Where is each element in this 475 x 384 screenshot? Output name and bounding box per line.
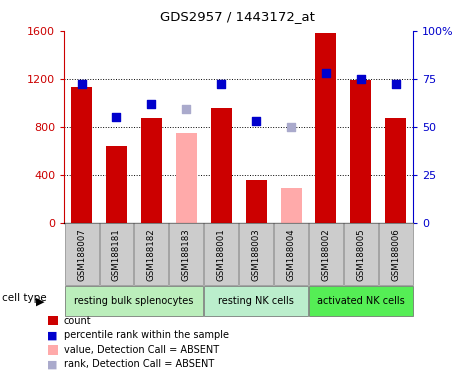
Text: GSM188002: GSM188002 bbox=[322, 228, 331, 281]
Text: cell type: cell type bbox=[2, 293, 47, 303]
Text: value, Detection Call = ABSENT: value, Detection Call = ABSENT bbox=[64, 345, 219, 355]
Point bbox=[392, 81, 399, 88]
Text: GSM188006: GSM188006 bbox=[391, 228, 400, 281]
Text: resting NK cells: resting NK cells bbox=[218, 296, 294, 306]
Bar bbox=[71, 87, 92, 223]
Point bbox=[252, 118, 260, 124]
Point bbox=[322, 70, 330, 76]
Text: GSM188183: GSM188183 bbox=[182, 228, 191, 281]
Bar bbox=[281, 188, 302, 223]
Text: count: count bbox=[64, 316, 91, 326]
Bar bbox=[315, 33, 336, 223]
Bar bbox=[211, 108, 232, 223]
Text: ▶: ▶ bbox=[36, 296, 45, 306]
Text: GSM188181: GSM188181 bbox=[112, 228, 121, 281]
Bar bbox=[106, 146, 127, 223]
Bar bbox=[351, 80, 371, 223]
Text: ■: ■ bbox=[48, 330, 58, 340]
Text: GSM188001: GSM188001 bbox=[217, 228, 226, 281]
Point bbox=[218, 81, 225, 88]
Bar bbox=[176, 133, 197, 223]
Text: GSM188007: GSM188007 bbox=[77, 228, 86, 281]
Text: percentile rank within the sample: percentile rank within the sample bbox=[64, 330, 228, 340]
Point bbox=[357, 76, 365, 82]
Text: activated NK cells: activated NK cells bbox=[317, 296, 405, 306]
Text: GSM188004: GSM188004 bbox=[286, 228, 295, 281]
Point bbox=[113, 114, 120, 120]
Bar bbox=[385, 118, 406, 223]
Text: resting bulk splenocytes: resting bulk splenocytes bbox=[74, 296, 194, 306]
Text: GSM188003: GSM188003 bbox=[252, 228, 261, 281]
Text: rank, Detection Call = ABSENT: rank, Detection Call = ABSENT bbox=[64, 359, 214, 369]
Text: GDS2957 / 1443172_at: GDS2957 / 1443172_at bbox=[160, 10, 315, 23]
Bar bbox=[246, 180, 266, 223]
Point bbox=[148, 101, 155, 107]
Point bbox=[78, 81, 86, 88]
Point bbox=[287, 124, 295, 130]
Point bbox=[182, 106, 190, 113]
Text: GSM188182: GSM188182 bbox=[147, 228, 156, 281]
Bar bbox=[141, 118, 162, 223]
Text: GSM188005: GSM188005 bbox=[356, 228, 365, 281]
Text: ■: ■ bbox=[48, 359, 58, 369]
